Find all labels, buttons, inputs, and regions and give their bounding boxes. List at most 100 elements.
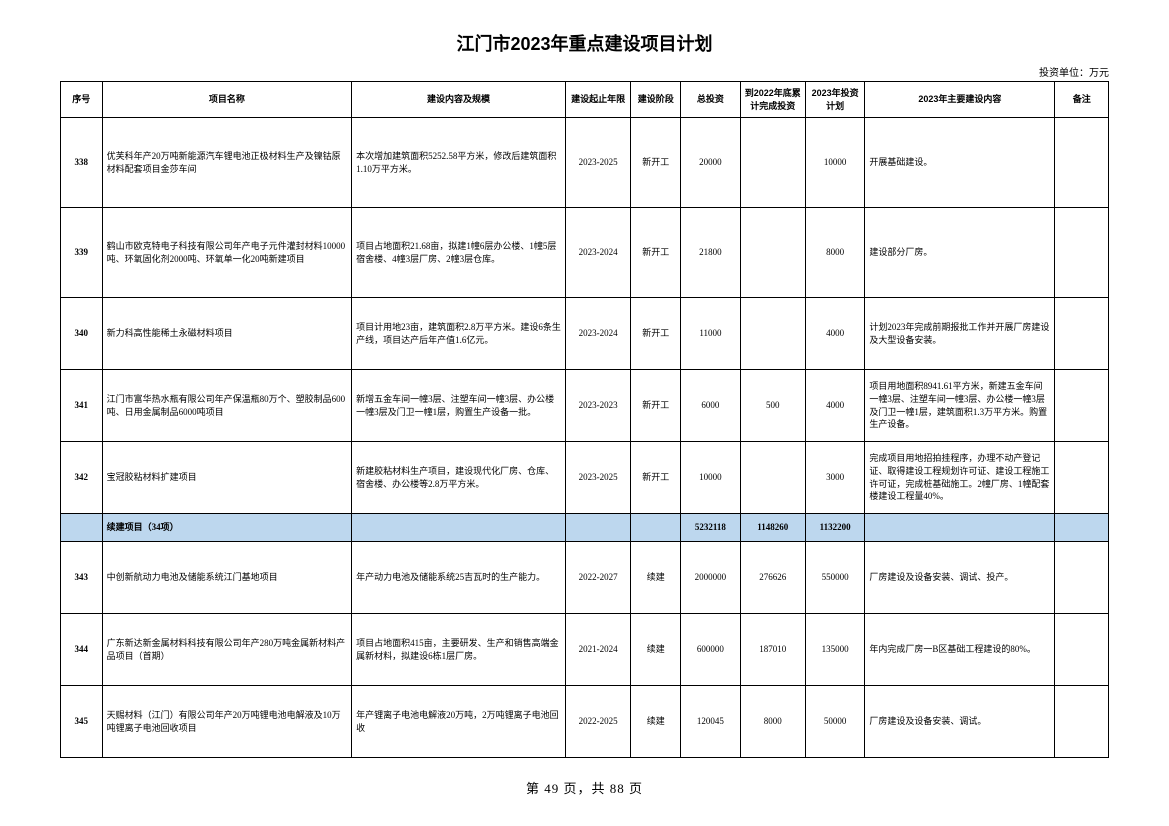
- cell: 新建胶粘材料生产项目，建设现代化厂房、仓库、宿舍楼、办公楼等2.8万平方米。: [352, 442, 566, 514]
- cell: 10000: [681, 442, 740, 514]
- table-row: 342宝冠胶粘材料扩建项目新建胶粘材料生产项目，建设现代化厂房、仓库、宿舍楼、办…: [61, 442, 1109, 514]
- cell: 345: [61, 686, 103, 758]
- cell: 6000: [681, 370, 740, 442]
- cell: 338: [61, 118, 103, 208]
- cell: 江门市富华热水瓶有限公司年产保温瓶80万个、塑胶制品600吨、日用金属制品600…: [102, 370, 352, 442]
- cell: [1055, 370, 1109, 442]
- col-remark: 备注: [1055, 82, 1109, 118]
- cell: 4000: [805, 298, 864, 370]
- cell: 1148260: [740, 514, 805, 542]
- col-work: 2023年主要建设内容: [865, 82, 1055, 118]
- cell: [1055, 442, 1109, 514]
- cell: 135000: [805, 614, 864, 686]
- cell: 项目计用地23亩，建筑面积2.8万平方米。建设6条生产线，项目达产后年产值1.6…: [352, 298, 566, 370]
- cell: 计划2023年完成前期报批工作并开展厂房建设及大型设备安装。: [865, 298, 1055, 370]
- col-done: 到2022年底累计完成投资: [740, 82, 805, 118]
- project-table: 序号 项目名称 建设内容及规模 建设起止年限 建设阶段 总投资 到2022年底累…: [60, 81, 1109, 758]
- cell: 年产锂离子电池电解液20万吨，2万吨锂离子电池回收: [352, 686, 566, 758]
- cell: 21800: [681, 208, 740, 298]
- cell: [1055, 514, 1109, 542]
- cell: 续建: [631, 614, 681, 686]
- page-title: 江门市2023年重点建设项目计划: [60, 30, 1109, 56]
- col-phase: 建设阶段: [631, 82, 681, 118]
- cell: 10000: [805, 118, 864, 208]
- cell: [740, 442, 805, 514]
- cell: [631, 514, 681, 542]
- cell: 600000: [681, 614, 740, 686]
- cell: 项目用地面积8941.61平方米，新建五金车间一幢3层、注塑车间一幢3层、办公楼…: [865, 370, 1055, 442]
- cell: 550000: [805, 542, 864, 614]
- cell: 4000: [805, 370, 864, 442]
- cell: [1055, 298, 1109, 370]
- col-invest: 总投资: [681, 82, 740, 118]
- cell: 3000: [805, 442, 864, 514]
- cell: 新开工: [631, 442, 681, 514]
- cell: 建设部分厂房。: [865, 208, 1055, 298]
- cell: 8000: [740, 686, 805, 758]
- cell: 2023-2025: [565, 118, 630, 208]
- cell: [565, 514, 630, 542]
- col-name: 项目名称: [102, 82, 352, 118]
- cell: 新开工: [631, 298, 681, 370]
- cell: 续建: [631, 686, 681, 758]
- cell: 2021-2024: [565, 614, 630, 686]
- table-row: 341江门市富华热水瓶有限公司年产保温瓶80万个、塑胶制品600吨、日用金属制品…: [61, 370, 1109, 442]
- cell: 厂房建设及设备安装、调试。: [865, 686, 1055, 758]
- cell: 120045: [681, 686, 740, 758]
- cell: [1055, 208, 1109, 298]
- cell: 完成项目用地招拍挂程序，办理不动产登记证、取得建设工程规划许可证、建设工程施工许…: [865, 442, 1055, 514]
- cell: [865, 514, 1055, 542]
- cell: [740, 298, 805, 370]
- cell: 2023-2023: [565, 370, 630, 442]
- cell: 2023-2025: [565, 442, 630, 514]
- cell: 厂房建设及设备安装、调试、投产。: [865, 542, 1055, 614]
- cell: 344: [61, 614, 103, 686]
- cell: [61, 514, 103, 542]
- pager: 第 49 页，共 88 页: [60, 778, 1109, 797]
- cell: 339: [61, 208, 103, 298]
- cell: 11000: [681, 298, 740, 370]
- table-row: 338优芙科年产20万吨新能源汽车锂电池正极材料生产及镍钴原材料配套项目金莎车间…: [61, 118, 1109, 208]
- col-plan: 2023年投资计划: [805, 82, 864, 118]
- cell: 2023-2024: [565, 208, 630, 298]
- cell: 2000000: [681, 542, 740, 614]
- cell: 天赐材料（江门）有限公司年产20万吨锂电池电解液及10万吨锂离子电池回收项目: [102, 686, 352, 758]
- cell: 2022-2025: [565, 686, 630, 758]
- cell: 20000: [681, 118, 740, 208]
- col-content: 建设内容及规模: [352, 82, 566, 118]
- cell: [1055, 542, 1109, 614]
- cell: 342: [61, 442, 103, 514]
- cell: 1132200: [805, 514, 864, 542]
- cell: 50000: [805, 686, 864, 758]
- cell: 中创新航动力电池及储能系统江门基地项目: [102, 542, 352, 614]
- cell: 8000: [805, 208, 864, 298]
- cell: [740, 118, 805, 208]
- table-header-row: 序号 项目名称 建设内容及规模 建设起止年限 建设阶段 总投资 到2022年底累…: [61, 82, 1109, 118]
- table-row: 339鹤山市欧克特电子科技有限公司年产电子元件灌封材料10000吨、环氧固化剂2…: [61, 208, 1109, 298]
- col-seq: 序号: [61, 82, 103, 118]
- cell: 项目占地面积415亩，主要研发、生产和销售高端金属新材料，拟建设6栋1层厂房。: [352, 614, 566, 686]
- cell: 新开工: [631, 370, 681, 442]
- cell: 广东新达新金属材料科技有限公司年产280万吨金属新材料产品项目（首期）: [102, 614, 352, 686]
- cell: 鹤山市欧克特电子科技有限公司年产电子元件灌封材料10000吨、环氧固化剂2000…: [102, 208, 352, 298]
- table-row: 344广东新达新金属材料科技有限公司年产280万吨金属新材料产品项目（首期）项目…: [61, 614, 1109, 686]
- cell: 宝冠胶粘材料扩建项目: [102, 442, 352, 514]
- cell: 本次增加建筑面积5252.58平方米，修改后建筑面积1.10万平方米。: [352, 118, 566, 208]
- cell: 5232118: [681, 514, 740, 542]
- cell: 项目占地面积21.68亩，拟建1幢6层办公楼、1幢5层宿舍楼、4幢3层厂房、2幢…: [352, 208, 566, 298]
- cell: 新增五金车间一幢3层、注塑车间一幢3层、办公楼一幢3层及门卫一幢1层，购置生产设…: [352, 370, 566, 442]
- table-row: 343中创新航动力电池及储能系统江门基地项目年产动力电池及储能系统25吉瓦时的生…: [61, 542, 1109, 614]
- cell: 年内完成厂房一B区基础工程建设的80%。: [865, 614, 1055, 686]
- cell: 新开工: [631, 208, 681, 298]
- cell: 340: [61, 298, 103, 370]
- unit-label: 投资单位：万元: [60, 64, 1109, 79]
- cell: 年产动力电池及储能系统25吉瓦时的生产能力。: [352, 542, 566, 614]
- cell: 新力科高性能稀土永磁材料项目: [102, 298, 352, 370]
- cell: 341: [61, 370, 103, 442]
- cell: 187010: [740, 614, 805, 686]
- cell: 276626: [740, 542, 805, 614]
- section-row: 续建项目（34项）523211811482601132200: [61, 514, 1109, 542]
- cell: 续建: [631, 542, 681, 614]
- cell: 优芙科年产20万吨新能源汽车锂电池正极材料生产及镍钴原材料配套项目金莎车间: [102, 118, 352, 208]
- cell: [1055, 118, 1109, 208]
